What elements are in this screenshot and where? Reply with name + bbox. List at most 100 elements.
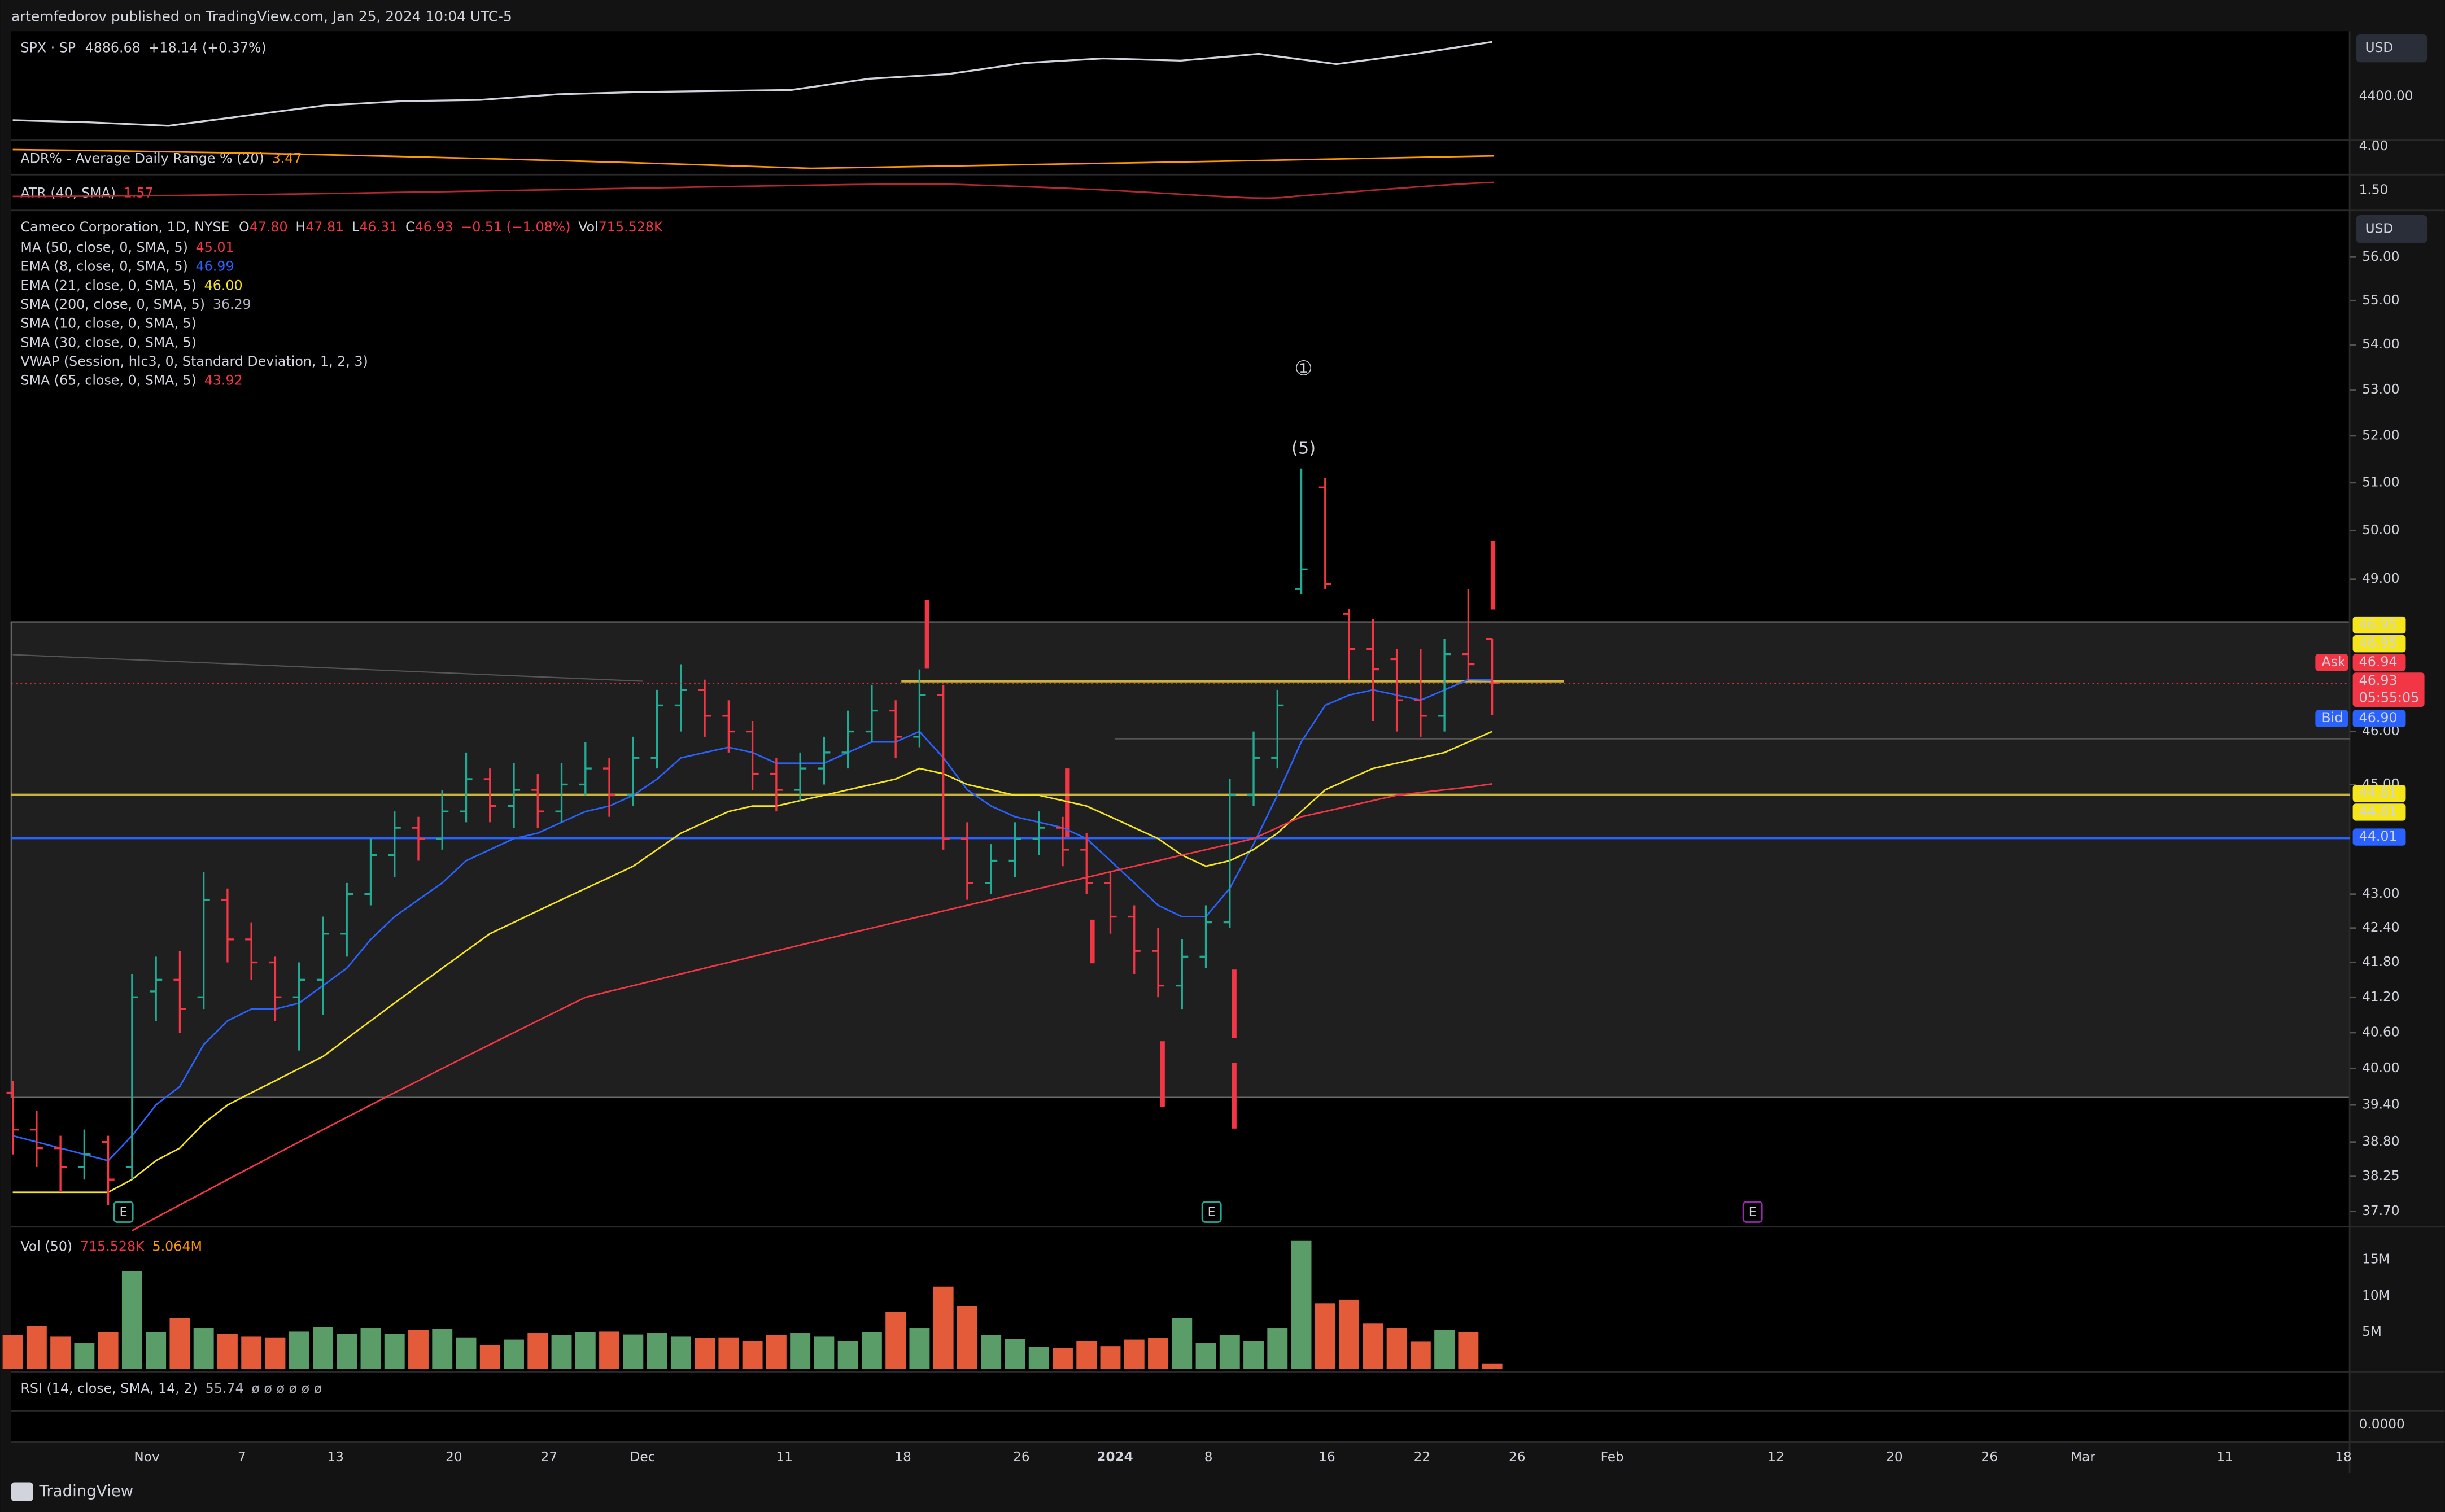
indicator-name: SMA (10, close, 0, SMA, 5) [20,315,197,331]
volume-bar [217,1334,238,1369]
price-badge-text: 44.81 [2359,803,2398,819]
volume-bar [408,1330,429,1369]
ohlc-bar [483,768,496,823]
volume-bar [695,1338,715,1369]
x-tick-label: Nov [134,1449,160,1465]
volume-bar [909,1328,930,1369]
ohlc-bar [173,951,186,1033]
indicator-name: EMA (21, close, 0, SMA, 5) [20,277,196,293]
ohlc-bar [985,844,998,894]
y-tick-label: 43.00 [2362,886,2399,901]
ohlc-bar [460,752,473,823]
price-badge [2352,654,2406,671]
trend-line [12,654,643,682]
rsi-name: RSI (14, close, SMA, 14, 2) [20,1380,197,1396]
ohlc-bar [221,888,234,963]
volume-bar [551,1335,572,1369]
volume-bar [193,1328,214,1369]
indicator-name: MA (50, close, 0, SMA, 5) [20,239,187,255]
currency-boxes [2356,34,2428,243]
volume-bar [1267,1328,1288,1369]
spx-line [12,41,1492,127]
ohlc-bar [746,721,759,790]
volume-bar [1148,1338,1168,1369]
price-tag-text: Bid [2321,710,2343,726]
rsi-value: 55.74 [206,1380,244,1396]
volume-bar [742,1341,763,1369]
ohlc-bar [531,774,544,828]
volume-bar [169,1318,190,1369]
spx-last: 4886.68 [85,40,141,55]
ohlc-bar [54,1135,67,1192]
ohlc-bar [913,669,926,748]
vol-value: 715.528K [599,219,663,235]
y-tick-label: 37.70 [2362,1203,2399,1218]
x-tick-label: 26 [1013,1449,1030,1465]
indicator-value: 36.29 [213,296,251,312]
price-badge-text: 46.95 [2359,617,2398,632]
volume-bar [384,1334,405,1369]
publisher: artemfedorov published on TradingView.co… [11,8,512,24]
volume-bar [837,1341,858,1369]
field-value: 46.93 [415,219,453,235]
volume-bar [26,1326,47,1369]
volume-bar [599,1331,620,1369]
volume-bar [670,1336,691,1369]
footer: TradingView [11,1482,133,1501]
volume-bar [1243,1341,1264,1369]
volume-bar [1482,1363,1503,1369]
field-label: L [352,219,360,235]
volume-bar [456,1337,477,1369]
indicator-name: SMA (65, close, 0, SMA, 5) [20,372,197,388]
volume-bar [432,1329,453,1369]
ohlc-bar [627,736,640,806]
volume-bar [957,1306,977,1369]
field-label: O [239,219,250,235]
ohlc-bar [436,789,449,850]
spx-legend: SPX · SP 4886.68 +18.14 (+0.37%) [20,40,266,55]
ohlc-bar [722,700,735,753]
adr-line [12,148,1494,169]
ohlc-bar [30,1111,43,1167]
price-badge-sub: 05:55:05 [2359,689,2420,705]
earnings-marker [113,1201,134,1223]
earnings-label: E [1749,1205,1757,1220]
range-box [10,621,2351,1098]
price-badge-text: 46.93 [2359,672,2398,688]
x-tick-label: Feb [1601,1449,1624,1465]
ohlc-bar [1462,589,1475,680]
ohlc-bar [1390,649,1403,732]
y-tick-label: 54.00 [2362,337,2399,352]
volume-bar [933,1286,954,1369]
logo [11,1482,33,1501]
ohlc-bar [1199,905,1212,968]
ohlc-bar [818,736,831,785]
price-badge-text: 46.90 [2359,710,2398,726]
volume-bar [1028,1347,1049,1369]
ohlc-bar [1223,779,1236,928]
wave-label: ① [1294,357,1312,380]
change: −0.51 (−1.08%) [461,219,570,235]
indicator-value: 46.00 [204,277,243,293]
volume-bar [1005,1339,1025,1369]
x-tick-label: 20 [446,1449,462,1465]
price-badge [2352,616,2406,634]
ohlc-bar [269,956,282,1021]
volume-bar [1195,1343,1216,1369]
x-tick-label: 22 [1414,1449,1431,1465]
price-badge-text: 46.94 [2359,654,2398,670]
ohlc-bar [1080,833,1093,894]
volume-bar [241,1336,262,1369]
y-tick-label: 55.00 [2362,292,2399,308]
price-badge-text: 44.81 [2359,785,2398,801]
x-tick-label: Dec [630,1449,656,1465]
main-legend: Cameco Corporation, 1D, NYSE O47.80 H47.81… [20,219,663,235]
brand: TradingView [39,1482,134,1500]
indicator-legend: SMA (65, close, 0, SMA, 5) 43.92 [20,372,242,388]
volume-bar [814,1336,835,1369]
price-badge [2352,803,2406,821]
ohlc-bar [412,816,425,861]
ohlc-bar [674,664,687,732]
x-tick-label: 8 [1204,1449,1213,1465]
ohlc-bar [364,838,377,906]
